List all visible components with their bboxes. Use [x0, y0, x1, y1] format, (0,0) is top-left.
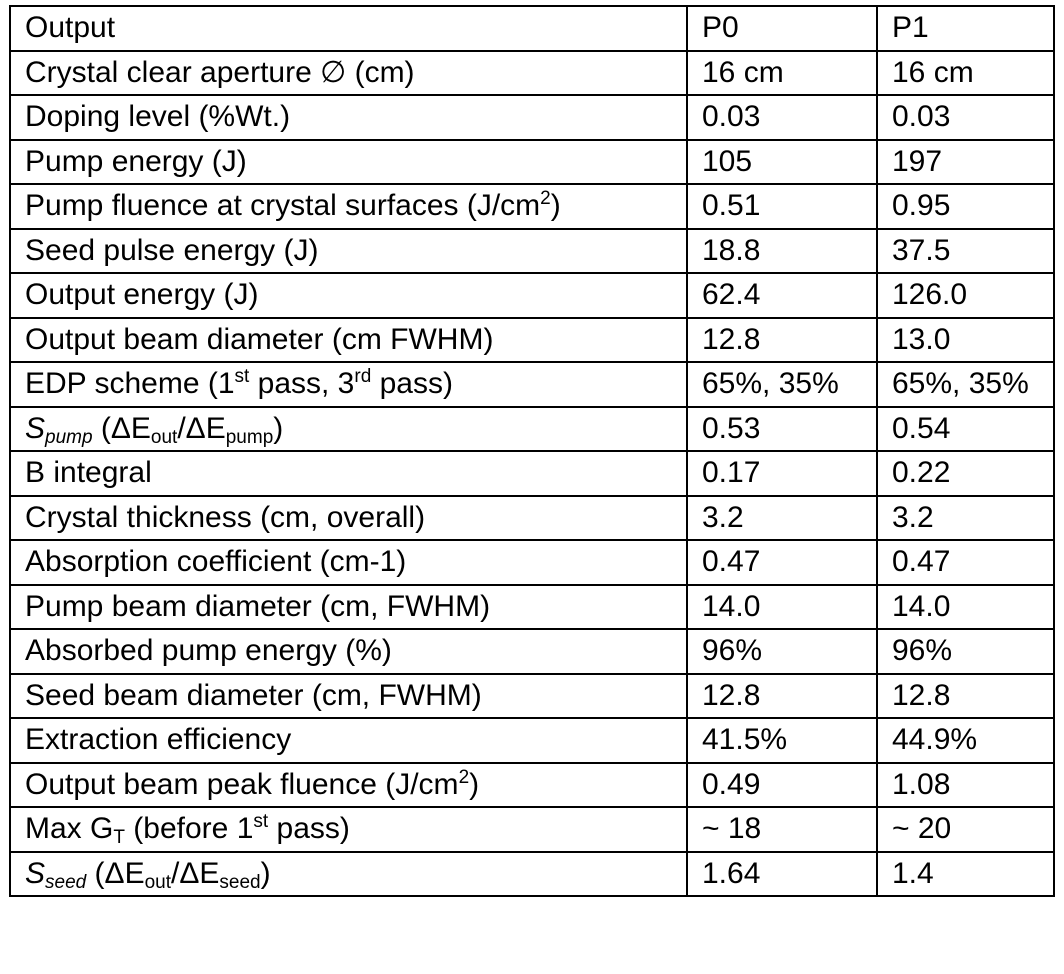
row-label: Crystal thickness (cm, overall) [9, 494, 688, 541]
p1-value: 197 [876, 138, 1055, 185]
p1-value: 96% [876, 628, 1055, 675]
table-row: Absorbed pump energy (%) 96% 96% [9, 628, 1055, 675]
p0-value: 12.8 [686, 672, 878, 719]
p1-value: 37.5 [876, 227, 1055, 274]
p0-value: ~ 18 [686, 806, 878, 853]
row-label: Pump beam diameter (cm, FWHM) [9, 583, 688, 630]
p1-value: ~ 20 [876, 806, 1055, 853]
table-row: B integral 0.17 0.22 [9, 450, 1055, 497]
table-row: Doping level (%Wt.) 0.03 0.03 [9, 94, 1055, 141]
table-row: Output beam diameter (cm FWHM) 12.8 13.0 [9, 316, 1055, 363]
p0-value: 65%, 35% [686, 361, 878, 408]
row-label: Doping level (%Wt.) [9, 94, 688, 141]
table-row: Output beam peak fluence (J/cm2) 0.49 1.… [9, 761, 1055, 808]
table-row: Output energy (J) 62.4 126.0 [9, 272, 1055, 319]
table-row: Spump (ΔEout/ΔEpump) 0.53 0.54 [9, 405, 1055, 452]
p1-value: 0.22 [876, 450, 1055, 497]
row-label: B integral [9, 450, 688, 497]
table-row: Pump energy (J) 105 197 [9, 138, 1055, 185]
p0-value: 105 [686, 138, 878, 185]
parameters-table: Output P0 P1 Crystal clear aperture ∅ (c… [9, 5, 1055, 897]
p0-value: 0.49 [686, 761, 878, 808]
table-row: Absorption coefficient (cm-1) 0.47 0.47 [9, 539, 1055, 586]
table-row: Extraction efficiency 41.5% 44.9% [9, 717, 1055, 764]
p0-value: 0.47 [686, 539, 878, 586]
row-label: Output beam peak fluence (J/cm2) [9, 761, 688, 808]
p1-value: 3.2 [876, 494, 1055, 541]
row-label: Crystal clear aperture ∅ (cm) [9, 49, 688, 96]
table-row: EDP scheme (1st pass, 3rd pass) 65%, 35%… [9, 361, 1055, 408]
row-label: Absorbed pump energy (%) [9, 628, 688, 675]
p1-value: 0.54 [876, 405, 1055, 452]
p1-value: 126.0 [876, 272, 1055, 319]
table-row: Crystal clear aperture ∅ (cm) 16 cm 16 c… [9, 49, 1055, 96]
row-label: Seed beam diameter (cm, FWHM) [9, 672, 688, 719]
row-label: Sseed (ΔEout/ΔEseed) [9, 850, 688, 897]
p1-value: 16 cm [876, 49, 1055, 96]
row-label: Spump (ΔEout/ΔEpump) [9, 405, 688, 452]
header-p1: P1 [876, 5, 1055, 52]
row-label: Extraction efficiency [9, 717, 688, 764]
row-label: Absorption coefficient (cm-1) [9, 539, 688, 586]
p0-value: 41.5% [686, 717, 878, 764]
p0-value: 12.8 [686, 316, 878, 363]
p0-value: 16 cm [686, 49, 878, 96]
p0-value: 14.0 [686, 583, 878, 630]
p1-value: 13.0 [876, 316, 1055, 363]
table-header-row: Output P0 P1 [9, 5, 1055, 52]
p1-value: 0.47 [876, 539, 1055, 586]
table-row: Pump fluence at crystal surfaces (J/cm2)… [9, 183, 1055, 230]
table-row: Seed pulse energy (J) 18.8 37.5 [9, 227, 1055, 274]
p0-value: 3.2 [686, 494, 878, 541]
p0-value: 0.53 [686, 405, 878, 452]
table-row: Crystal thickness (cm, overall) 3.2 3.2 [9, 494, 1055, 541]
p0-value: 1.64 [686, 850, 878, 897]
p0-value: 18.8 [686, 227, 878, 274]
p0-value: 0.03 [686, 94, 878, 141]
p1-value: 1.4 [876, 850, 1055, 897]
row-label: EDP scheme (1st pass, 3rd pass) [9, 361, 688, 408]
p1-value: 0.95 [876, 183, 1055, 230]
header-output: Output [9, 5, 688, 52]
p1-value: 0.03 [876, 94, 1055, 141]
row-label: Pump energy (J) [9, 138, 688, 185]
p0-value: 0.51 [686, 183, 878, 230]
table-row: Max GT (before 1st pass) ~ 18 ~ 20 [9, 806, 1055, 853]
table-row: Sseed (ΔEout/ΔEseed) 1.64 1.4 [9, 850, 1055, 897]
header-p0: P0 [686, 5, 878, 52]
table-row: Pump beam diameter (cm, FWHM) 14.0 14.0 [9, 583, 1055, 630]
row-label: Output energy (J) [9, 272, 688, 319]
row-label: Pump fluence at crystal surfaces (J/cm2) [9, 183, 688, 230]
p0-value: 62.4 [686, 272, 878, 319]
p0-value: 96% [686, 628, 878, 675]
p1-value: 1.08 [876, 761, 1055, 808]
p1-value: 14.0 [876, 583, 1055, 630]
table-row: Seed beam diameter (cm, FWHM) 12.8 12.8 [9, 672, 1055, 719]
row-label: Output beam diameter (cm FWHM) [9, 316, 688, 363]
p1-value: 44.9% [876, 717, 1055, 764]
p1-value: 12.8 [876, 672, 1055, 719]
p1-value: 65%, 35% [876, 361, 1055, 408]
row-label: Seed pulse energy (J) [9, 227, 688, 274]
row-label: Max GT (before 1st pass) [9, 806, 688, 853]
p0-value: 0.17 [686, 450, 878, 497]
